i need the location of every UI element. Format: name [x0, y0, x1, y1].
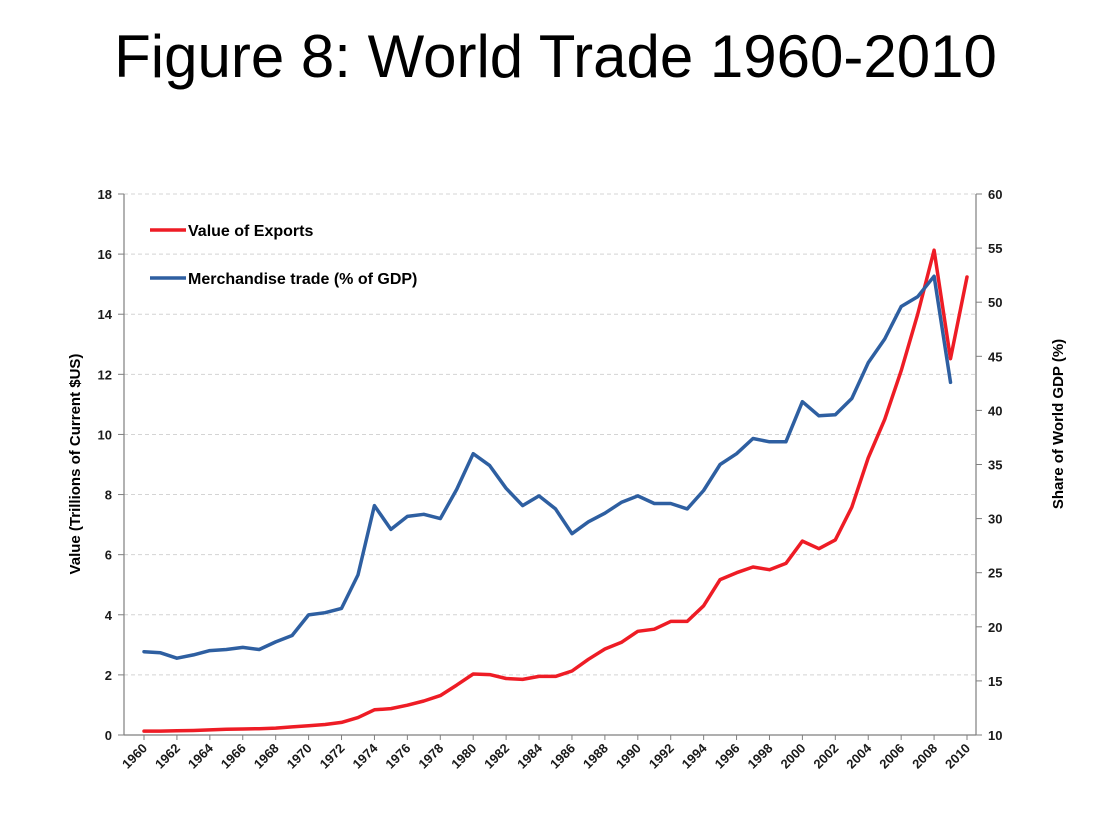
- right-tick-label: 35: [988, 458, 1002, 473]
- right-tick-label: 50: [988, 295, 1002, 310]
- left-tick-label: 0: [105, 728, 112, 743]
- right-tick-label: 10: [988, 728, 1002, 743]
- right-tick-label: 15: [988, 674, 1002, 689]
- x-tick-label: 1962: [152, 741, 183, 772]
- x-tick-label: 2010: [942, 741, 973, 772]
- left-tick-label: 8: [105, 488, 112, 503]
- left-tick-label: 2: [105, 668, 112, 683]
- right-axis-title: Share of World GDP (%): [1050, 339, 1067, 509]
- legend-label-exports: Value of Exports: [188, 223, 313, 240]
- right-tick-label: 25: [988, 566, 1002, 581]
- x-tick-label: 1960: [119, 741, 150, 772]
- x-tick-label: 1964: [185, 740, 217, 772]
- right-tick-label: 30: [988, 512, 1002, 527]
- x-tick-label: 1994: [679, 740, 711, 772]
- x-tick-label: 1970: [284, 741, 315, 772]
- right-tick-label: 60: [988, 187, 1002, 202]
- left-tick-label: 16: [98, 247, 112, 262]
- x-tick-label: 1974: [350, 740, 382, 772]
- right-y-ticks: 10 15 20 25 30 35 40 45 50 55 60: [976, 187, 1002, 743]
- left-tick-label: 12: [98, 367, 112, 382]
- x-tick-label: 2000: [777, 741, 808, 772]
- x-ticks: 1960 1962 1964 1966 1968 1970 1972 1974 1976 1978…: [119, 735, 973, 772]
- x-tick-label: 1984: [514, 740, 546, 772]
- x-tick-label: 1980: [448, 741, 479, 772]
- series-line-exports: [142, 248, 969, 733]
- x-tick-label: 1966: [218, 741, 249, 772]
- grid-lines: [124, 193, 976, 676]
- right-tick-label: 45: [988, 349, 1002, 364]
- x-tick-label: 2008: [909, 741, 940, 772]
- left-tick-label: 6: [105, 548, 112, 563]
- left-tick-label: 10: [98, 427, 112, 442]
- right-tick-label: 55: [988, 241, 1002, 256]
- x-tick-label: 1986: [547, 741, 578, 772]
- x-tick-label: 2006: [876, 741, 907, 772]
- right-tick-label: 20: [988, 620, 1002, 635]
- legend-label-merchandise: Merchandise trade (% of GDP): [188, 271, 417, 288]
- left-tick-label: 18: [98, 187, 112, 202]
- x-tick-label: 1992: [646, 741, 677, 772]
- legend: Value of Exports Merchandise trade (% of…: [150, 223, 417, 288]
- series-lines: [142, 248, 969, 733]
- series-line-merchandise-trade: [142, 274, 953, 660]
- x-tick-label: 1968: [251, 741, 282, 772]
- left-axis-title: Value (Trillions of Current $US): [67, 354, 84, 575]
- x-tick-label: 1978: [415, 741, 446, 772]
- x-tick-label: 1972: [317, 741, 348, 772]
- x-tick-label: 1998: [745, 741, 776, 772]
- left-tick-label: 4: [105, 608, 113, 623]
- x-tick-label: 2002: [810, 741, 841, 772]
- slide-title: Figure 8: World Trade 1960-2010: [114, 23, 997, 90]
- left-tick-label: 14: [98, 307, 113, 322]
- right-tick-label: 40: [988, 403, 1002, 418]
- x-tick-label: 1982: [481, 741, 512, 772]
- x-tick-label: 2004: [843, 740, 875, 772]
- x-tick-label: 1976: [382, 741, 413, 772]
- x-tick-label: 1988: [580, 741, 611, 772]
- x-tick-label: 1996: [712, 741, 743, 772]
- x-tick-label: 1990: [613, 741, 644, 772]
- left-y-ticks: 0 2 4 6 8 10 12 14 16 18: [98, 187, 124, 743]
